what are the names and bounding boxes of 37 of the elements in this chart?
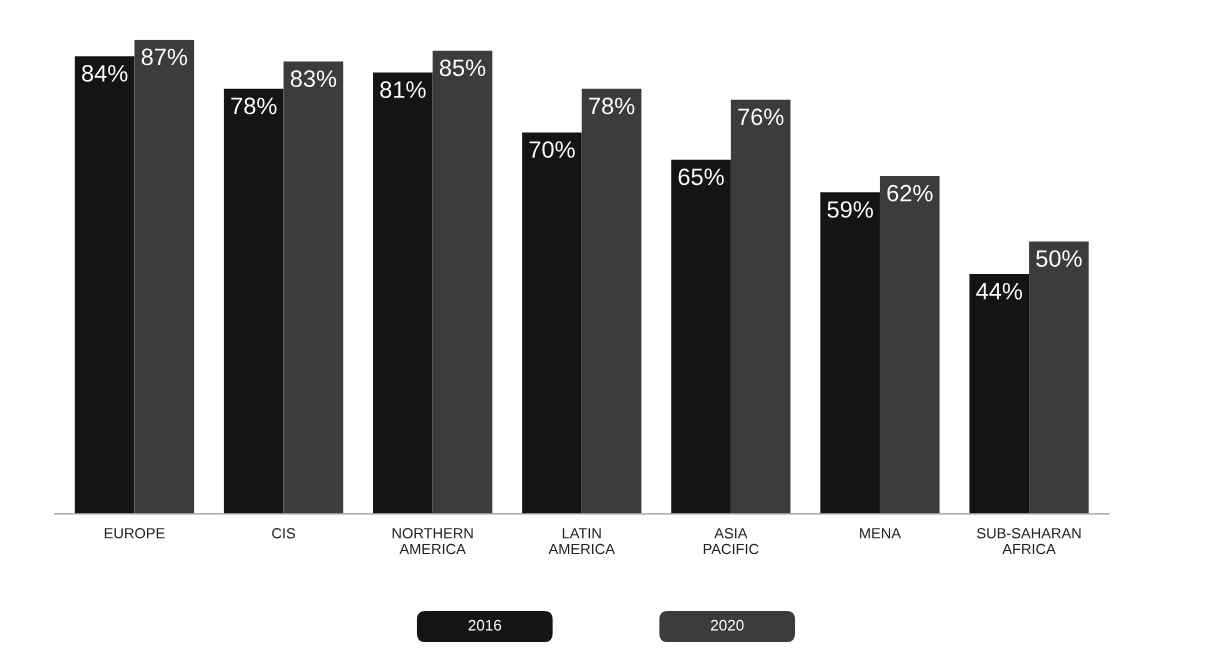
data-label: 84% xyxy=(82,64,128,82)
x-tick-label: SUB-SAHARAN AFRICA xyxy=(977,528,1081,555)
x-tick-label: CIS xyxy=(272,528,296,539)
bar xyxy=(134,39,195,514)
data-label: 87% xyxy=(141,48,188,66)
data-label: 78% xyxy=(231,97,277,115)
data-label: 85% xyxy=(439,59,486,77)
data-label: 78% xyxy=(589,97,635,115)
data-label: 44% xyxy=(976,282,1023,300)
bar xyxy=(1029,241,1089,514)
bar xyxy=(283,61,344,514)
text: 2020 xyxy=(710,619,744,631)
data-label: 76% xyxy=(738,108,784,126)
bar xyxy=(969,274,1030,514)
data-label: 83% xyxy=(290,70,337,88)
x-tick-label: LATIN AMERICA xyxy=(548,528,615,555)
bar xyxy=(671,159,731,514)
bar xyxy=(879,176,940,514)
bar xyxy=(373,72,433,514)
x-tick-label: NORTHERN AMERICA xyxy=(392,528,473,555)
bar xyxy=(581,88,642,514)
bar xyxy=(432,50,493,514)
data-label: 59% xyxy=(827,201,873,218)
bar xyxy=(223,88,284,514)
x-tick-label: MENA xyxy=(860,528,901,539)
data-label: 81% xyxy=(380,81,426,98)
bar xyxy=(820,192,880,514)
data-label: 50% xyxy=(1036,250,1082,267)
x-tick-label: EUROPE xyxy=(104,528,165,539)
bar xyxy=(730,99,791,514)
x-tick-label: ASIA PACIFIC xyxy=(703,528,759,555)
data-label: 65% xyxy=(678,168,724,186)
bar xyxy=(522,132,582,514)
bar xyxy=(74,56,135,514)
data-label: 62% xyxy=(887,184,933,202)
data-label: 70% xyxy=(529,141,575,158)
text: 2016 xyxy=(468,619,502,631)
